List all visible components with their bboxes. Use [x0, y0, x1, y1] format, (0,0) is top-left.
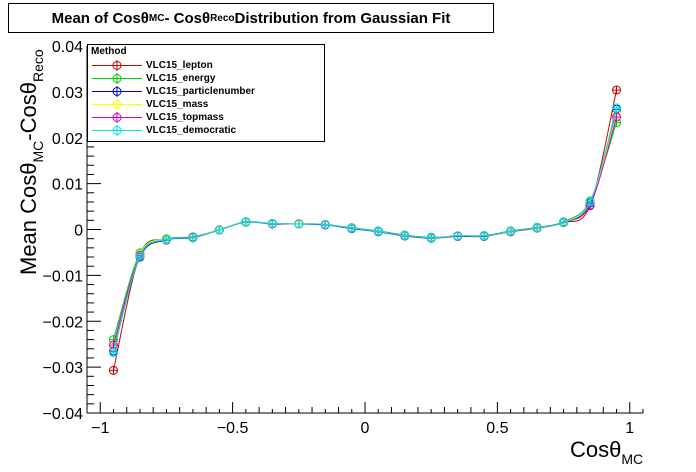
data-point-marker	[214, 225, 224, 235]
y-tick-label: 0.04	[52, 39, 83, 56]
data-point-marker	[135, 251, 145, 261]
y-tick-label: −0.03	[43, 360, 84, 377]
data-point-marker	[559, 217, 569, 227]
data-point-marker	[188, 233, 198, 243]
data-point-marker	[108, 365, 118, 375]
legend-label: VLC15_particlenumber	[146, 86, 255, 97]
x-tick-label: −0.5	[217, 420, 249, 437]
data-point-marker	[612, 112, 622, 122]
legend-marker	[92, 73, 142, 84]
data-point-marker	[347, 223, 357, 233]
data-point-marker	[108, 347, 118, 357]
data-point-marker	[320, 219, 330, 229]
data-point-marker	[241, 217, 251, 227]
data-point-marker	[267, 219, 277, 229]
legend-entry: VLC15_lepton	[88, 59, 324, 72]
x-tick-label: 0.5	[486, 420, 508, 437]
legend-marker	[92, 99, 142, 110]
x-tick-label: 0	[361, 420, 370, 437]
legend-marker	[92, 125, 142, 136]
series-VLC15_topmass	[108, 112, 622, 350]
plot-area	[108, 85, 622, 375]
data-point-marker	[453, 231, 463, 241]
legend-label: VLC15_mass	[146, 99, 209, 110]
data-point-marker	[585, 197, 595, 207]
legend-label: VLC15_lepton	[146, 60, 213, 71]
y-tick-label: 0.01	[52, 177, 83, 194]
data-point-marker	[400, 230, 410, 240]
y-tick-label: −0.01	[43, 268, 84, 285]
data-point-marker	[479, 231, 489, 241]
axes: −1 −0.5 0 0.5 1 −0.04 −0.03 −0.02 −0.01 0 0.01 0.02…	[43, 39, 644, 437]
legend-label: VLC15_energy	[146, 73, 216, 84]
x-tick-label: −1	[91, 420, 109, 437]
legend-label: VLC15_democratic	[146, 125, 237, 136]
data-point-marker	[161, 235, 171, 245]
data-point-marker	[506, 226, 516, 236]
legend-entry: VLC15_mass	[88, 98, 324, 111]
x-axis-title: CosθMC	[570, 437, 643, 467]
data-point-marker	[426, 233, 436, 243]
series-line	[113, 116, 617, 346]
legend-header: Method	[91, 46, 127, 57]
data-point-marker	[294, 219, 304, 229]
series-line	[113, 122, 617, 340]
data-point-marker	[612, 85, 622, 95]
y-tick-label: 0.03	[52, 85, 83, 102]
legend-entry: VLC15_energy	[88, 72, 324, 85]
legend-label: VLC15_topmass	[146, 112, 224, 123]
y-tick-label: 0.02	[52, 131, 83, 148]
chart-title: Mean of Cos θ MC - Cos θ Reco Distribution f…	[8, 3, 494, 33]
series-VLC15_energy	[108, 118, 622, 345]
y-tick-label: −0.04	[43, 406, 84, 423]
y-axis-title: Mean CosθMC-CosθReco	[16, 49, 46, 275]
data-point-marker	[373, 226, 383, 236]
y-tick-label: −0.02	[43, 314, 84, 331]
data-point-marker	[532, 223, 542, 233]
legend-marker	[92, 86, 142, 97]
legend-marker	[92, 60, 142, 71]
legend-marker	[92, 112, 142, 123]
data-point-marker	[612, 103, 622, 113]
series-VLC15_democratic	[108, 103, 622, 357]
legend-entry: VLC15_democratic	[88, 124, 324, 137]
legend: Method VLC15_lepton VLC15_energy VLC15_par…	[87, 44, 325, 142]
legend-entry: VLC15_topmass	[88, 111, 324, 124]
legend-entry: VLC15_particlenumber	[88, 85, 324, 98]
y-tick-label: 0	[74, 223, 83, 240]
x-tick-label: 1	[625, 420, 634, 437]
